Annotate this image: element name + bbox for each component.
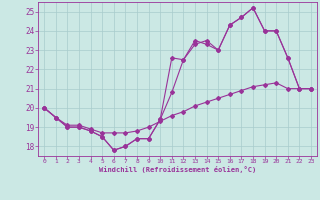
X-axis label: Windchill (Refroidissement éolien,°C): Windchill (Refroidissement éolien,°C) <box>99 166 256 173</box>
